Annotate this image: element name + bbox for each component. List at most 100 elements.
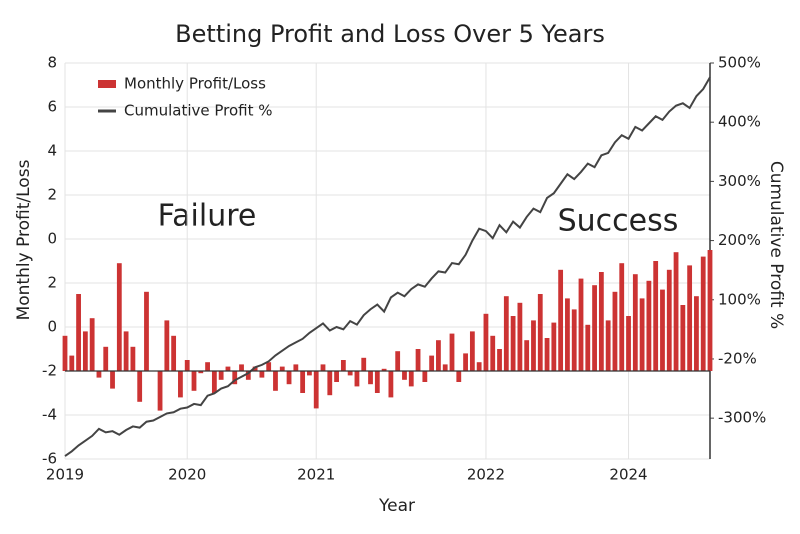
bar [598,272,604,371]
y-tick-label: 2 [47,186,57,204]
bar [415,349,421,371]
y2-tick-label: 500% [718,54,761,72]
bar [137,371,143,402]
bar [578,278,584,371]
bar [537,294,543,371]
bar [245,371,251,380]
bar [62,335,68,371]
bar [178,371,183,398]
bar [205,362,210,371]
bar [273,371,278,391]
bar [307,371,312,376]
bar [694,296,699,371]
bar [320,364,326,371]
bar [680,305,686,371]
bar [368,371,373,385]
bar [646,280,652,371]
bar [198,371,204,374]
bar [96,371,102,378]
bar [334,371,339,382]
bar [218,371,224,380]
bar [225,366,231,371]
bar [313,371,319,409]
y2-tick-label: -300% [718,409,766,427]
bar [69,355,75,371]
y-tick-label: 4 [47,142,57,160]
bar [626,316,631,371]
y-tick-label: -2 [42,362,57,380]
y-axis-label: Monthly Profit/Loss [14,159,34,320]
y2-tick-label: 300% [718,172,761,190]
bar [279,366,285,371]
bar [232,371,238,385]
bar [660,289,665,371]
bar [436,340,441,371]
bar [144,291,149,371]
bar [422,371,428,382]
bar [449,333,455,371]
bar [510,316,516,371]
bar [605,320,611,371]
bar [483,313,489,371]
bar [558,269,564,371]
bar [259,371,265,378]
bar [490,335,496,371]
bar [381,368,387,371]
bar [110,371,115,389]
bar [524,340,530,371]
y-tick-label: -4 [42,406,57,424]
bar [300,371,306,393]
bar [666,269,672,371]
y-tick-label: 2 [47,274,57,292]
bar [266,362,272,371]
bar [103,346,109,371]
bar [76,294,81,371]
y2-tick-label: 200% [718,231,761,249]
y-tick-label: -6 [42,450,57,468]
x-tick-label: 2020 [168,466,206,484]
bar [687,265,693,371]
y-tick-label: 0 [47,318,57,336]
bar [639,298,645,371]
y-tick-label: 0 [47,230,57,248]
chart-title: Betting Profit and Loss Over 5 Years [175,20,605,48]
bar [632,274,638,371]
bar [497,349,502,371]
bar [476,362,482,371]
bar [395,351,401,371]
bar [286,371,292,385]
y2-tick-label: 400% [718,113,761,131]
bar [619,263,625,371]
bar [164,320,170,371]
bar [184,360,190,371]
bar [442,364,448,371]
bar [551,322,557,371]
bar [130,346,136,371]
annotation: Success [558,204,679,239]
bar [388,371,394,398]
x-tick-label: 2022 [467,466,505,484]
bar [517,302,523,371]
bar [565,298,570,371]
bar [116,263,122,371]
y-tick-label: 6 [47,98,57,116]
x-tick-label: 2024 [609,466,647,484]
legend-label: Cumulative Profit % [124,102,273,120]
bar [408,371,414,387]
bar [463,353,468,371]
y2-tick-label: -20% [718,349,757,367]
bar [340,360,346,371]
bar [252,366,258,371]
y-tick-label: 8 [47,54,57,72]
bar [571,309,577,371]
bar [82,331,88,371]
bar [429,355,435,371]
line [64,76,711,457]
bar [456,371,462,382]
legend-swatch [98,80,116,88]
bar [191,371,197,391]
bar [531,320,536,371]
x-tick-label: 2021 [297,466,335,484]
bar [347,371,353,376]
bar [157,371,163,411]
